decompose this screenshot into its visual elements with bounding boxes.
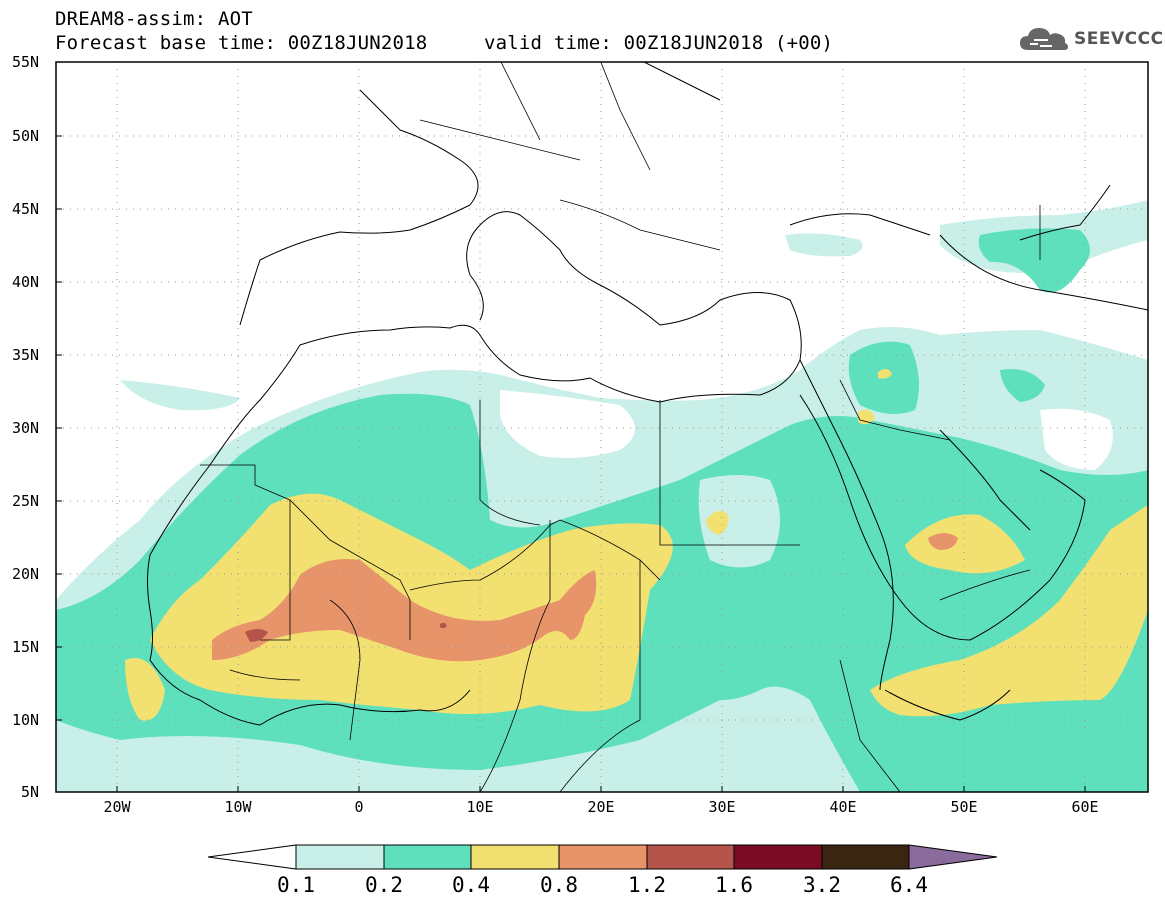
lat-label: 25N: [12, 492, 39, 510]
seevccc-logo: SEEVCCC: [1018, 22, 1164, 56]
colorbar-label: 0.4: [452, 873, 490, 897]
colorbar-label: 1.2: [628, 873, 666, 897]
lat-label: 35N: [12, 346, 39, 364]
colorbar-label: 0.8: [540, 873, 578, 897]
colorbar-label: 3.2: [803, 873, 841, 897]
aot-band-1.2: [245, 629, 268, 642]
lon-label: 20E: [587, 798, 614, 816]
colorbar-left-arrow: [207, 844, 297, 870]
colorbar-label: 6.4: [890, 873, 928, 897]
longitude-labels: 20W 10W 0 10E 20E 30E 40E 50E 60E: [103, 798, 1098, 816]
lon-label: 10W: [224, 798, 252, 816]
valid-time: valid time: 00Z18JUN2018 (+00): [484, 32, 834, 54]
colorbar-label: 0.2: [365, 873, 403, 897]
axis-ticks: [56, 61, 1086, 793]
colorbar-swatch: [733, 844, 823, 870]
map-title: DREAM8-assim: AOT: [55, 8, 253, 30]
colorbar-swatch: [558, 844, 648, 870]
lat-label: 20N: [12, 565, 39, 583]
lat-label: 50N: [12, 127, 39, 145]
map-frame: [55, 61, 1149, 793]
lat-label: 15N: [12, 638, 39, 656]
colorbar-label: 1.6: [715, 873, 753, 897]
lat-label: 5N: [21, 783, 39, 801]
colorbar-label: 0.1: [277, 873, 315, 897]
lon-label: 50E: [950, 798, 977, 816]
forecast-base-time: Forecast base time: 00Z18JUN2018: [55, 32, 428, 54]
lon-label: 20W: [103, 798, 131, 816]
colorbar-swatch: [383, 844, 472, 870]
lon-label: 0: [354, 798, 363, 816]
lon-label: 10E: [466, 798, 493, 816]
aot-band-1.2-small: [440, 622, 447, 629]
lat-label: 30N: [12, 419, 39, 437]
country-borders: [200, 62, 1041, 792]
aot-band-0.8: [212, 533, 958, 662]
coastlines: [147, 62, 1148, 726]
aot-light-patch-egypt: [698, 475, 780, 568]
lat-label: 10N: [12, 711, 39, 729]
colorbar-labels: 0.1 0.2 0.4 0.8 1.2 1.6 3.2 6.4: [277, 873, 928, 897]
lon-label: 60E: [1071, 798, 1098, 816]
lon-label: 30E: [708, 798, 735, 816]
colorbar-right-arrow: [908, 844, 998, 870]
lon-label: 40E: [829, 798, 856, 816]
colorbar-swatch: [470, 844, 560, 870]
colorbar-swatch: [646, 844, 735, 870]
lat-label: 55N: [12, 53, 39, 71]
colorbar-swatch: [295, 844, 385, 870]
cloud-icon: [1020, 28, 1068, 50]
colorbar-swatch: [821, 844, 910, 870]
colorbar: [207, 844, 998, 870]
aot-contours: [56, 62, 1148, 792]
lat-label: 45N: [12, 200, 39, 218]
latitude-labels: 55N 50N 45N 40N 35N 30N 25N 20N 15N 10N …: [12, 53, 39, 801]
lat-label: 40N: [12, 273, 39, 291]
logo-text: SEEVCCC: [1074, 29, 1164, 49]
